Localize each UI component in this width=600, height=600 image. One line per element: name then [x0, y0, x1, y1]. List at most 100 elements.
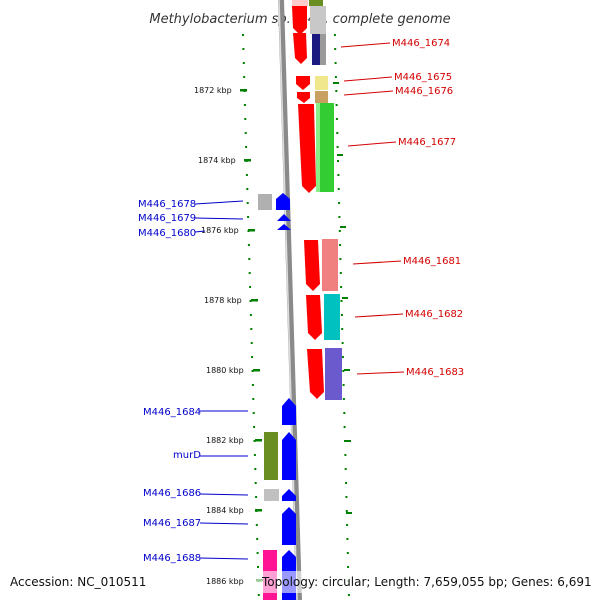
- guide-dot: [252, 412, 255, 414]
- guide-dot: [250, 342, 253, 344]
- gene-arrow-M446_1683[interactable]: [307, 349, 324, 399]
- guide-dot: [251, 370, 254, 372]
- guide-dot: [334, 48, 337, 50]
- gene-box-M446_1681-outer[interactable]: [322, 239, 338, 291]
- gene-box-M446_1678-outer[interactable]: [258, 194, 272, 210]
- gene-label-M446_1687[interactable]: M446_1687: [143, 518, 201, 529]
- guide-dot: [344, 454, 347, 456]
- gene-arrow-M446_1679[interactable]: [277, 214, 291, 221]
- ring-tick: [340, 226, 346, 228]
- gene-arrow-M446_1686[interactable]: [282, 489, 296, 501]
- gene-label-M446_1678[interactable]: M446_1678: [138, 199, 196, 210]
- guide-dot: [342, 384, 345, 386]
- gene-label-M446_1675[interactable]: M446_1675: [394, 72, 452, 83]
- guide-dot: [242, 62, 245, 64]
- guide-dot: [346, 524, 349, 526]
- footer-backdrop: [256, 571, 594, 593]
- guide-dot: [336, 132, 339, 134]
- genome-summary-text: Topology: circular; Length: 7,659,055 bp…: [261, 575, 592, 589]
- ruler-tick: [253, 369, 260, 372]
- leader-line: [343, 76, 393, 82]
- gene-arrow-M446_1677[interactable]: [298, 104, 316, 193]
- leader-line: [199, 522, 249, 525]
- gene-fragment-top[interactable]: [292, 0, 308, 6]
- gene-label-M446_1682[interactable]: M446_1682: [405, 309, 463, 320]
- gene-box-M446_1676-outer[interactable]: [315, 91, 328, 103]
- ruler-label: 1884 kbp: [206, 506, 244, 515]
- gene-label-M446_1684[interactable]: M446_1684: [143, 407, 201, 418]
- guide-dot: [247, 216, 250, 218]
- ruler-tick: [244, 159, 251, 162]
- guide-dot: [242, 34, 244, 36]
- gene-arrow-M446_1674[interactable]: [293, 33, 307, 64]
- gene-label-M446_1674[interactable]: M446_1674: [392, 38, 450, 49]
- gene-arrow-M446_1680[interactable]: [277, 224, 291, 230]
- guide-dot: [347, 566, 350, 568]
- gene-fragment-top-outer[interactable]: [309, 0, 323, 6]
- ring-tick: [346, 512, 352, 514]
- guide-dot: [343, 426, 346, 428]
- guide-dot: [338, 230, 341, 232]
- gene-arrow-murD[interactable]: [282, 432, 296, 480]
- gene-box-M446_1686-outer[interactable]: [264, 489, 279, 501]
- guide-dot: [254, 468, 257, 470]
- gene-box-prev-outer[interactable]: [310, 6, 326, 34]
- guide-dot: [340, 314, 343, 316]
- gene-box-M446_1675-outer[interactable]: [315, 76, 328, 90]
- gene-box-M446_1682-outer[interactable]: [324, 294, 340, 340]
- guide-dot: [249, 314, 252, 316]
- ruler-label: 1886 kbp: [206, 577, 244, 586]
- ruler-label: 1872 kbp: [194, 86, 232, 95]
- gene-box-M446_1674-outer-b[interactable]: [320, 34, 326, 65]
- guide-dot: [341, 342, 344, 344]
- gene-label-M446_1680[interactable]: M446_1680: [138, 228, 196, 239]
- gene-arrow-M446_1675[interactable]: [296, 76, 310, 90]
- guide-dot: [345, 510, 348, 512]
- gene-label-M446_1686[interactable]: M446_1686: [143, 488, 201, 499]
- gene-arrow-M446_1687[interactable]: [282, 507, 296, 545]
- gene-label-M446_1679[interactable]: M446_1679: [138, 213, 196, 224]
- ruler-label: 1882 kbp: [206, 436, 244, 445]
- gene-arrow-M446_1678[interactable]: [276, 193, 290, 210]
- guide-dot: [334, 62, 337, 64]
- gene-arrow-M446_1682[interactable]: [306, 295, 322, 340]
- guide-dot: [256, 552, 259, 554]
- gene-label-M446_1677[interactable]: M446_1677: [398, 137, 456, 148]
- gene-box-M446_1683-outer[interactable]: [325, 348, 342, 400]
- guide-dot: [251, 384, 254, 386]
- guide-dot: [252, 398, 255, 400]
- guide-dot: [244, 118, 247, 120]
- guide-dot: [257, 594, 260, 596]
- gene-arrow-M446_1681[interactable]: [304, 240, 320, 291]
- gene-box-murD-outer[interactable]: [264, 432, 278, 480]
- gene-label-M446_1683[interactable]: M446_1683: [406, 367, 464, 378]
- ruler-tick: [255, 439, 262, 442]
- gene-label-murD[interactable]: murD: [173, 450, 201, 461]
- ring-tick: [337, 154, 343, 156]
- gene-arrow-prev[interactable]: [292, 6, 307, 35]
- ruler-tick: [251, 299, 258, 302]
- guide-dot: [254, 482, 257, 484]
- guide-dot: [335, 118, 338, 120]
- guide-dot: [335, 104, 338, 106]
- ruler-tick: [248, 229, 255, 232]
- gene-label-M446_1688[interactable]: M446_1688: [143, 553, 201, 564]
- ruler: 1872 kbp 1874 kbp 1876 kbp 1878 kbp 1880…: [194, 86, 263, 586]
- gene-box-M446_1677-outer[interactable]: [316, 103, 334, 192]
- guide-dot: [253, 440, 256, 442]
- guide-dot: [246, 202, 249, 204]
- guide-dot: [243, 76, 246, 78]
- gene-arrow-M446_1684[interactable]: [282, 398, 296, 425]
- guide-dot: [343, 412, 346, 414]
- guide-dot: [248, 272, 251, 274]
- guide-dot: [253, 454, 256, 456]
- ring-tick: [344, 369, 350, 371]
- guide-dot: [249, 300, 252, 302]
- leader-line: [199, 493, 249, 496]
- gene-label-M446_1681[interactable]: M446_1681: [403, 256, 461, 267]
- gene-label-M446_1676[interactable]: M446_1676: [395, 86, 453, 97]
- gene-arrow-M446_1676[interactable]: [297, 92, 310, 103]
- guide-dot: [334, 76, 337, 78]
- ruler-tick: [240, 89, 247, 92]
- guide-dot: [243, 104, 246, 106]
